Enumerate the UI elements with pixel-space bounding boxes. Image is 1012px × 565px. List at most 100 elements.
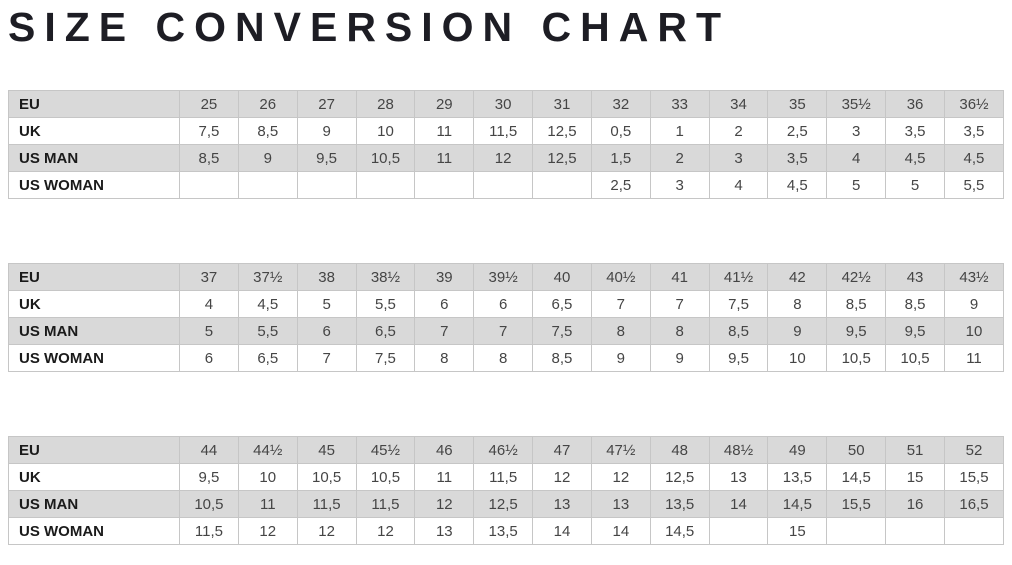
size-cell: 10 xyxy=(943,317,1005,346)
size-cell: 8 xyxy=(767,290,828,319)
size-cell xyxy=(237,171,298,200)
size-cell: 7,5 xyxy=(355,344,416,373)
size-cell: 15 xyxy=(885,463,945,492)
size-cell: 9,5 xyxy=(885,317,945,346)
size-cell: 6 xyxy=(414,290,475,319)
size-cell: 8 xyxy=(590,317,651,346)
size-table-1: EU 25 26 27 28 29 30 31 32 33 34 35 35½ 36 36½ UK 7,5 8,5… xyxy=(8,90,1005,200)
tables-container: EU 25 26 27 28 29 30 31 32 33 34 35 35½ 36 36½ UK 7,5 8,5… xyxy=(0,90,1012,546)
size-cell: 11 xyxy=(414,117,475,146)
size-cell xyxy=(473,171,534,200)
size-cell: 51 xyxy=(885,436,945,465)
size-cell: 7,5 xyxy=(179,117,239,146)
size-cell: 13 xyxy=(590,490,651,519)
table-row-eu: EU 25 26 27 28 29 30 31 32 33 34 35 35½ 36 36½ xyxy=(8,90,1005,119)
size-cell: 7,5 xyxy=(532,317,592,346)
size-cell: 12,5 xyxy=(649,463,710,492)
size-cell: 43½ xyxy=(943,263,1005,292)
size-cell: 5,5 xyxy=(943,171,1005,200)
size-cell: 29 xyxy=(414,90,475,119)
size-cell: 4 xyxy=(179,290,239,319)
size-cell: 2 xyxy=(649,144,710,173)
size-cell: 38 xyxy=(296,263,357,292)
size-cell: 34 xyxy=(708,90,769,119)
size-cell: 9 xyxy=(237,144,298,173)
size-cell xyxy=(414,171,475,200)
row-label: EU xyxy=(8,263,180,292)
size-cell: 6 xyxy=(179,344,239,373)
size-cell: 11,5 xyxy=(355,490,416,519)
size-cell: 4,5 xyxy=(943,144,1005,173)
size-cell: 45 xyxy=(296,436,357,465)
size-cell: 5 xyxy=(296,290,357,319)
size-cell: 10,5 xyxy=(296,463,357,492)
size-cell: 3 xyxy=(826,117,887,146)
row-label: EU xyxy=(8,436,180,465)
size-cell xyxy=(943,517,1005,546)
size-cell: 7 xyxy=(590,290,651,319)
size-cell: 12,5 xyxy=(473,490,534,519)
size-cell xyxy=(708,517,769,546)
size-cell: 2 xyxy=(708,117,769,146)
table-row-eu: EU 37 37½ 38 38½ 39 39½ 40 40½ 41 41½ 42 42½ 43 43½ xyxy=(8,263,1005,292)
size-cell: 11 xyxy=(237,490,298,519)
size-cell: 12 xyxy=(590,463,651,492)
size-cell xyxy=(532,171,592,200)
size-cell: 9,5 xyxy=(296,144,357,173)
size-cell: 13 xyxy=(708,463,769,492)
size-cell: 14 xyxy=(590,517,651,546)
size-cell: 13 xyxy=(532,490,592,519)
size-cell xyxy=(885,517,945,546)
size-cell: 10,5 xyxy=(355,463,416,492)
size-cell: 36 xyxy=(885,90,945,119)
size-table-3: EU 44 44½ 45 45½ 46 46½ 47 47½ 48 48½ 49 50 51 52 UK 9,5… xyxy=(8,436,1005,546)
size-cell: 45½ xyxy=(355,436,416,465)
size-cell: 12 xyxy=(355,517,416,546)
table-row-us-man: US MAN 10,5 11 11,5 11,5 12 12,5 13 13 13,5 14 14,5… xyxy=(8,490,1005,519)
size-cell xyxy=(179,171,239,200)
size-cell: 15,5 xyxy=(943,463,1005,492)
size-cell: 6 xyxy=(473,290,534,319)
size-cell: 3 xyxy=(708,144,769,173)
size-cell: 3 xyxy=(649,171,710,200)
size-cell: 52 xyxy=(943,436,1005,465)
size-cell: 8 xyxy=(649,317,710,346)
size-cell: 12 xyxy=(414,490,475,519)
size-cell: 11,5 xyxy=(473,463,534,492)
size-cell: 8 xyxy=(473,344,534,373)
size-cell: 1,5 xyxy=(590,144,651,173)
size-cell: 9 xyxy=(767,317,828,346)
size-cell: 48 xyxy=(649,436,710,465)
size-cell: 16 xyxy=(885,490,945,519)
size-cell: 44½ xyxy=(237,436,298,465)
size-cell: 14 xyxy=(532,517,592,546)
row-label: US MAN xyxy=(8,317,180,346)
size-cell: 13 xyxy=(414,517,475,546)
size-cell: 10 xyxy=(355,117,416,146)
size-cell: 5,5 xyxy=(237,317,298,346)
size-cell: 4,5 xyxy=(767,171,828,200)
size-cell: 11 xyxy=(943,344,1005,373)
size-cell: 4,5 xyxy=(885,144,945,173)
size-cell: 15,5 xyxy=(826,490,887,519)
size-cell: 6,5 xyxy=(237,344,298,373)
size-cell: 41 xyxy=(649,263,710,292)
size-cell: 12,5 xyxy=(532,117,592,146)
size-cell: 9,5 xyxy=(826,317,887,346)
size-cell: 25 xyxy=(179,90,239,119)
size-cell: 46 xyxy=(414,436,475,465)
row-label: UK xyxy=(8,290,180,319)
size-cell: 8,5 xyxy=(885,290,945,319)
size-cell: 6,5 xyxy=(355,317,416,346)
size-cell: 3,5 xyxy=(767,144,828,173)
size-cell: 33 xyxy=(649,90,710,119)
size-cell: 12 xyxy=(473,144,534,173)
size-cell: 4,5 xyxy=(237,290,298,319)
size-cell: 11,5 xyxy=(296,490,357,519)
size-cell: 4 xyxy=(826,144,887,173)
size-cell: 8,5 xyxy=(179,144,239,173)
size-cell: 13,5 xyxy=(767,463,828,492)
size-cell: 44 xyxy=(179,436,239,465)
size-cell: 38½ xyxy=(355,263,416,292)
